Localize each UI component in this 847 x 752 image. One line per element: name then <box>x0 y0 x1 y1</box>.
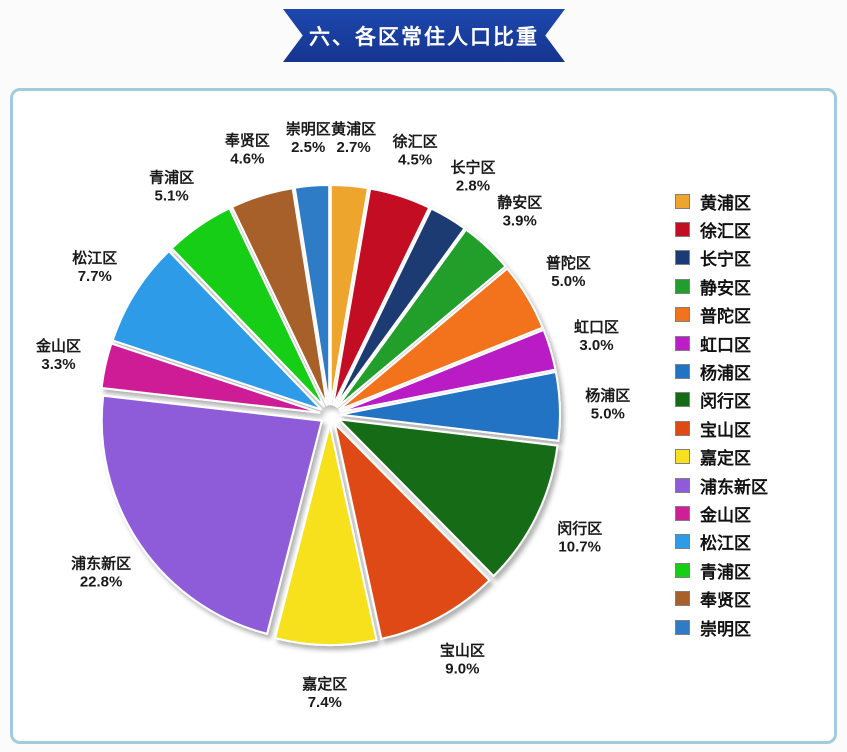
pie-slice-9 <box>333 420 491 640</box>
slice-label: 崇明区 2.5% <box>286 120 331 156</box>
legend-swatch <box>675 307 690 323</box>
slice-label: 徐汇区 4.5% <box>392 132 438 168</box>
legend-label: 浦东新区 <box>700 477 768 497</box>
slice-label: 长宁区 2.8% <box>450 159 495 195</box>
legend-swatch <box>675 619 690 635</box>
slice-label: 虹口区 3.0% <box>574 319 619 354</box>
legend-label: 金山区 <box>700 505 751 525</box>
legend-item: 崇明区 <box>675 613 768 641</box>
legend-label: 宝山区 <box>700 420 751 440</box>
legend-swatch <box>675 250 690 266</box>
legend-item: 青浦区 <box>675 556 768 584</box>
chart-panel: 黄浦区 2.7% 徐汇区 4.5% 长宁区 2.8% 静安区 3.9% 普陀区 5.0% 虹口区 3.… <box>10 88 837 744</box>
legend-item: 虹口区 <box>675 329 768 357</box>
legend-swatch <box>675 335 690 351</box>
slice-label: 嘉定区 7.4% <box>301 675 347 711</box>
legend-label: 青浦区 <box>700 562 751 582</box>
legend-item: 金山区 <box>675 499 768 527</box>
legend-label: 崇明区 <box>700 619 751 639</box>
legend-label: 嘉定区 <box>700 449 751 469</box>
legend-swatch <box>675 449 690 465</box>
pie-slice-10 <box>273 424 378 647</box>
pie-slice-7 <box>339 370 561 442</box>
legend-label: 徐汇区 <box>700 222 751 242</box>
legend-label: 闵行区 <box>700 392 751 412</box>
legend-label: 松江区 <box>700 534 751 554</box>
legend-item: 嘉定区 <box>675 443 768 471</box>
legend-swatch <box>675 477 690 493</box>
pie-slice-16 <box>293 183 331 406</box>
slice-label: 杨浦区 5.0% <box>585 387 630 423</box>
legend-item: 静安区 <box>675 272 768 300</box>
legend-label: 杨浦区 <box>700 364 751 384</box>
legend-label: 黄浦区 <box>700 193 751 213</box>
slice-label: 奉贤区 4.6% <box>224 132 270 168</box>
slice-label: 黄浦区 2.7% <box>331 120 376 156</box>
slice-label: 金山区 3.3% <box>35 337 81 373</box>
legend-swatch <box>675 364 690 380</box>
legend-swatch <box>675 591 690 607</box>
slice-label: 青浦区 5.1% <box>149 169 194 205</box>
pie-chart: 黄浦区 2.7% 徐汇区 4.5% 长宁区 2.8%静安区 3.9%普陀区 5.0% 虹口区 3.… <box>35 120 630 711</box>
legend-item: 徐汇区 <box>675 215 768 243</box>
pie-slice-15 <box>230 187 328 406</box>
legend-item: 闵行区 <box>675 386 768 414</box>
legend-item: 宝山区 <box>675 414 768 442</box>
legend-swatch <box>675 392 690 408</box>
legend-item: 浦东新区 <box>675 471 768 499</box>
pie-slice-14 <box>170 206 326 408</box>
legend-label: 长宁区 <box>700 250 751 270</box>
pie-slice-2 <box>332 187 431 406</box>
page-title: 六、各区常住人口比重 <box>309 25 539 49</box>
slice-label: 静安区 3.9% <box>497 194 542 230</box>
legend-label: 虹口区 <box>700 335 751 355</box>
legend-item: 杨浦区 <box>675 357 768 385</box>
legend-swatch <box>675 278 690 294</box>
pie-slice-5 <box>337 267 544 411</box>
slice-label: 浦东新区 22.8% <box>71 555 131 591</box>
slice-label: 普陀区 5.0% <box>546 254 591 290</box>
legend-label: 奉贤区 <box>700 591 751 611</box>
pie-slice-13 <box>111 249 323 411</box>
pie-slice-8 <box>336 418 559 578</box>
title-ribbon: 六、各区常住人口比重 <box>283 9 565 62</box>
legend-swatch <box>675 505 690 521</box>
legend-swatch <box>675 420 690 436</box>
legend-swatch <box>675 534 690 550</box>
chart-legend: 黄浦区徐汇区长宁区静安区普陀区虹口区杨浦区闵行区宝山区嘉定区浦东新区金山区松江区… <box>675 187 768 641</box>
legend-label: 静安区 <box>700 278 751 298</box>
legend-swatch <box>675 222 690 238</box>
pie-slice-1 <box>329 183 370 406</box>
pie-slice-12 <box>100 342 321 414</box>
legend-label: 普陀区 <box>700 307 751 327</box>
legend-item: 长宁区 <box>675 244 768 272</box>
slice-label: 宝山区 9.0% <box>440 641 485 677</box>
pie-slice-11 <box>100 394 324 636</box>
pie-slice-6 <box>339 328 557 414</box>
legend-item: 黄浦区 <box>675 187 768 215</box>
legend-swatch <box>675 193 690 209</box>
legend-item: 普陀区 <box>675 301 768 329</box>
legend-item: 松江区 <box>675 528 768 556</box>
legend-swatch <box>675 562 690 578</box>
legend-item: 奉贤区 <box>675 584 768 612</box>
pie-slice-3 <box>334 207 466 407</box>
slice-label: 闵行区 10.7% <box>557 519 602 555</box>
slice-label: 松江区 7.7% <box>72 249 117 285</box>
pie-slice-4 <box>335 228 507 409</box>
